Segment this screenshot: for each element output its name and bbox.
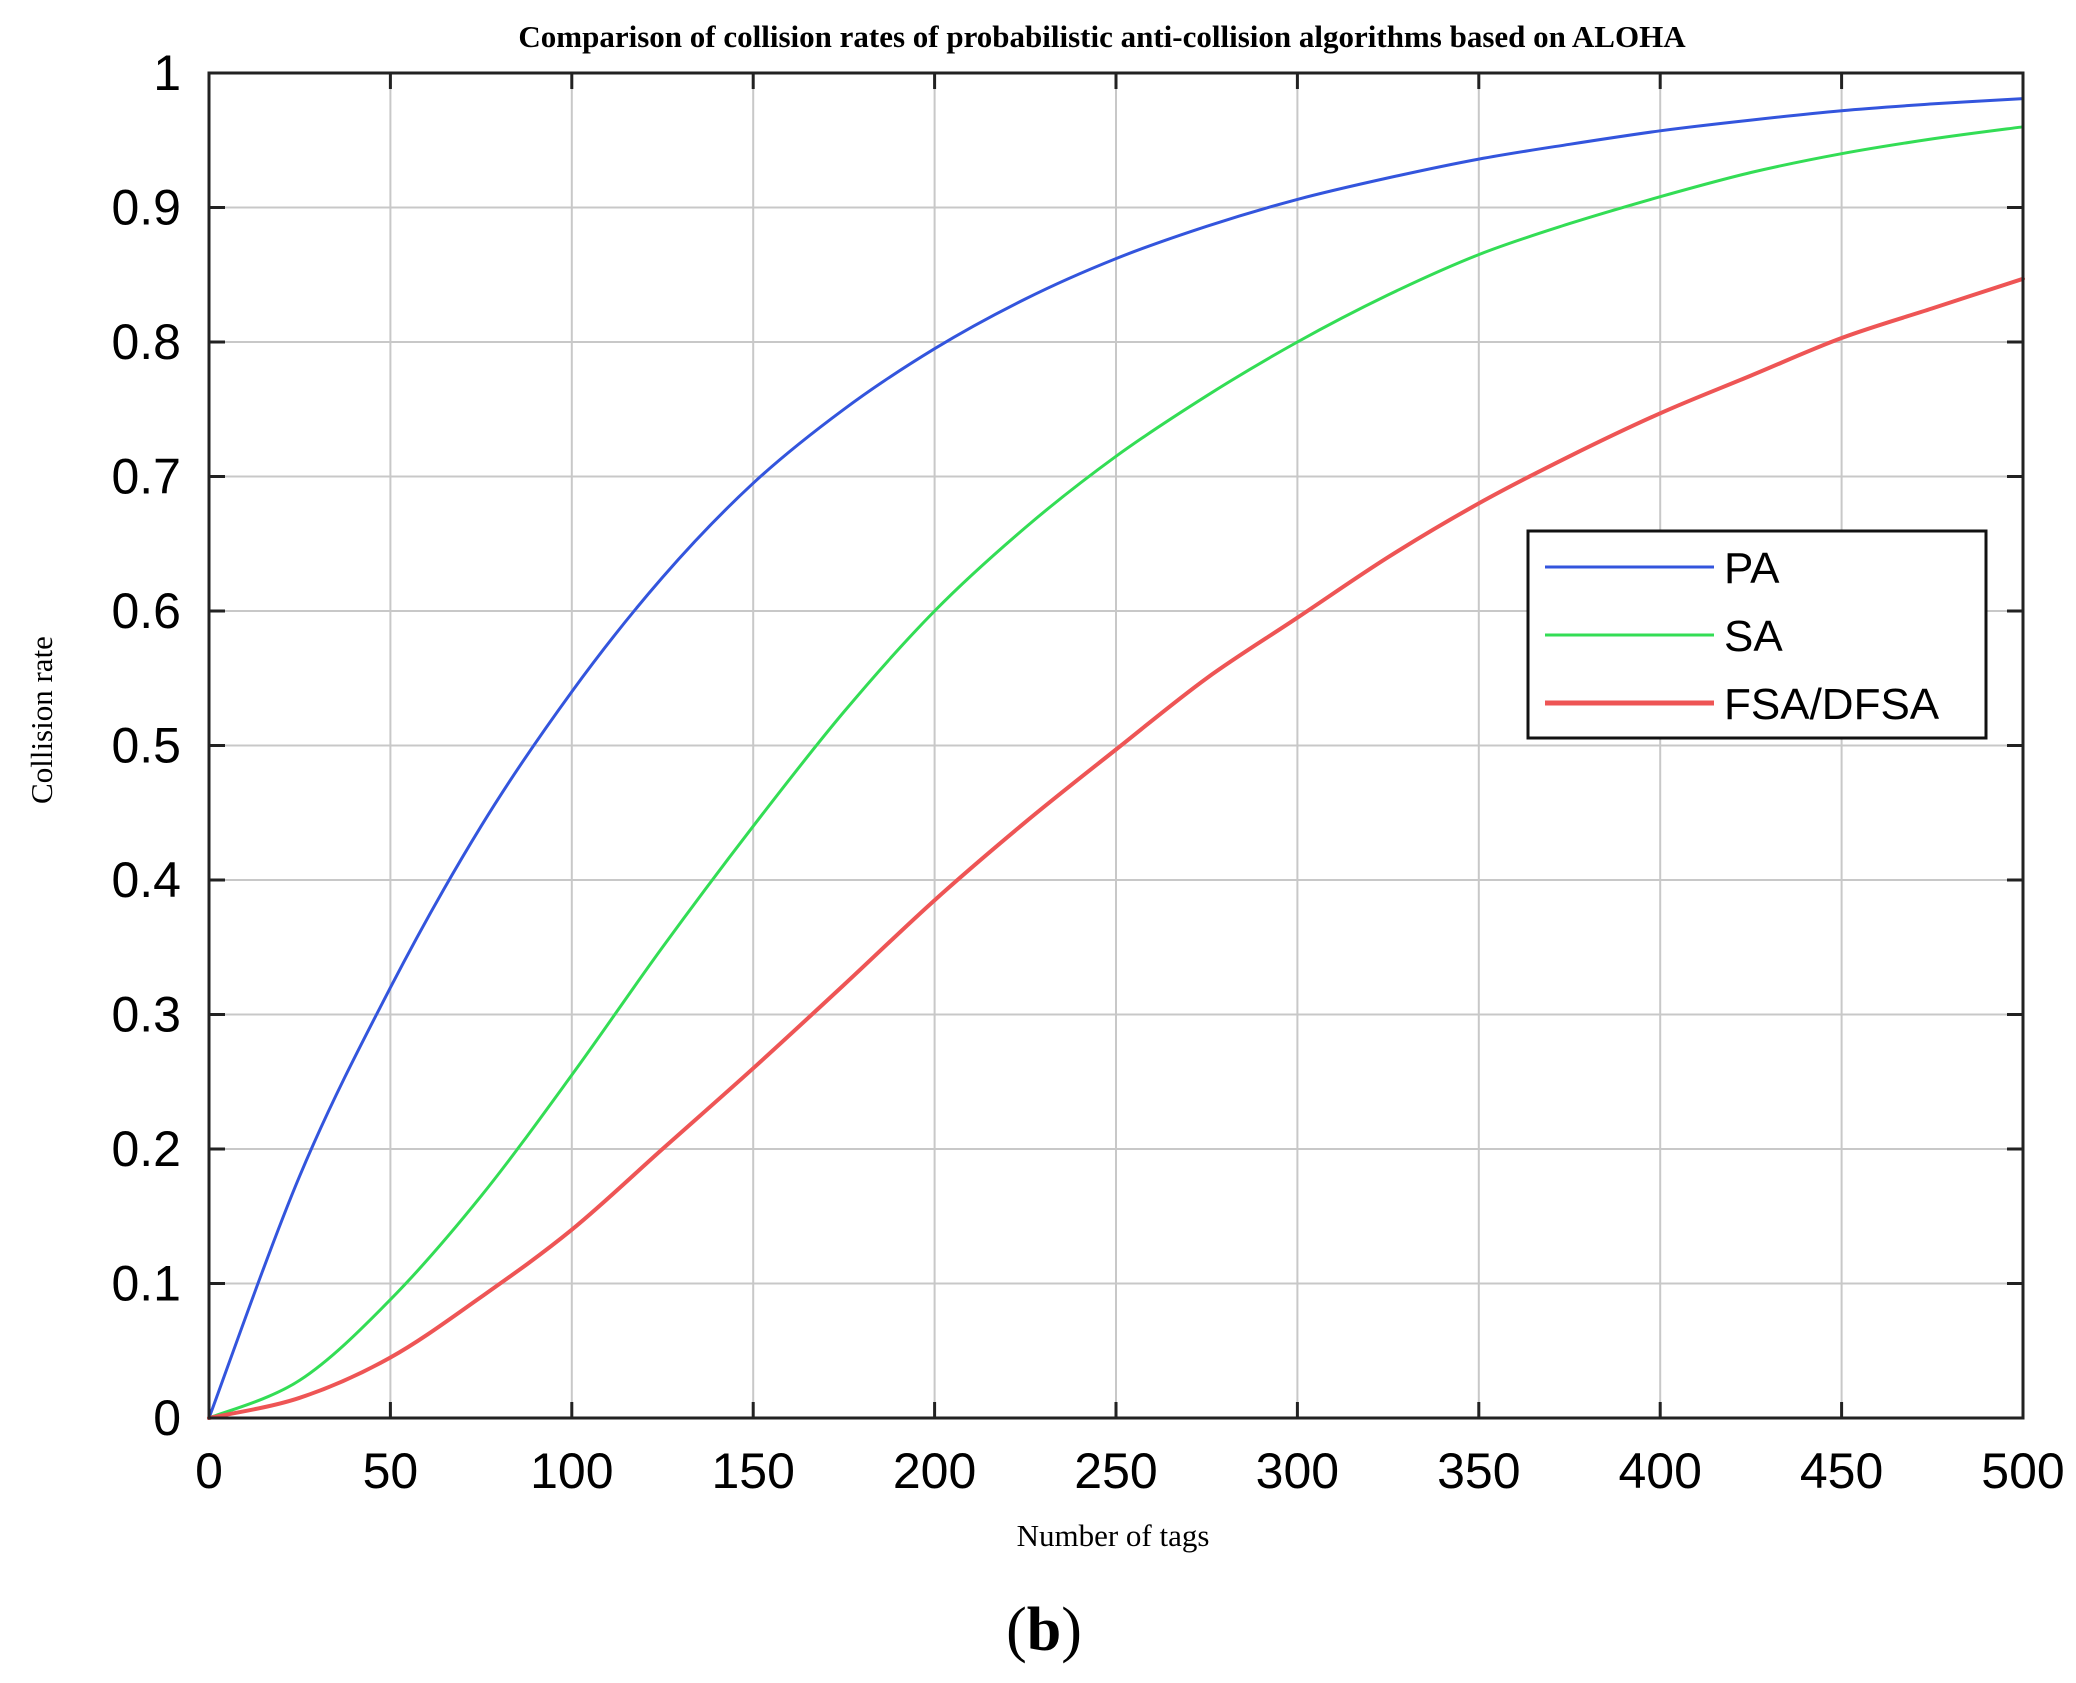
legend-label-pa: PA <box>1724 544 1780 593</box>
panel-label-letter: b <box>1027 1596 1061 1664</box>
x-tick-label: 350 <box>1437 1443 1520 1499</box>
legend: PA SA FSA/DFSA <box>1526 529 1988 740</box>
y-axis-label: Collision rate <box>24 636 59 804</box>
legend-label-fsa-dfsa: FSA/DFSA <box>1724 680 1940 729</box>
x-tick-label: 300 <box>1256 1443 1339 1499</box>
legend-label-sa: SA <box>1724 612 1783 661</box>
panel-label-close: ) <box>1061 1596 1082 1664</box>
chart-title: Comparison of collision rates of probabi… <box>518 19 1686 54</box>
y-tick-label: 0.4 <box>111 852 181 908</box>
series-line-pa <box>207 97 2025 1420</box>
x-tick-label: 150 <box>711 1443 794 1499</box>
y-tick-label: 0 <box>153 1390 181 1446</box>
x-tick-label: 250 <box>1074 1443 1157 1499</box>
x-tick-label: 450 <box>1800 1443 1883 1499</box>
y-tick-labels: 0 0.1 0.2 0.3 0.4 0.5 0.6 0.7 0.8 0.9 1 <box>111 45 181 1446</box>
x-tick-label: 50 <box>363 1443 419 1499</box>
plot-area <box>207 71 2025 1420</box>
y-tick-label: 0.2 <box>111 1121 181 1177</box>
y-tick-label: 1 <box>153 45 181 101</box>
series-line-fsa-dfsa <box>207 276 2025 1420</box>
legend-item-sa: SA <box>1545 612 1783 661</box>
x-tick-label: 400 <box>1618 1443 1701 1499</box>
y-tick-label: 0.1 <box>111 1256 181 1312</box>
series-lines <box>207 97 2025 1420</box>
x-tick-label: 100 <box>530 1443 613 1499</box>
series-line-sa <box>207 125 2025 1420</box>
y-tick-label: 0.5 <box>111 718 181 774</box>
tick-marks <box>207 71 2025 1420</box>
x-axis-label: Number of tags <box>1017 1518 1210 1553</box>
legend-items: PA SA FSA/DFSA <box>1545 544 1940 729</box>
panel-label: (b) <box>1006 1596 1082 1664</box>
y-tick-label: 0.7 <box>111 449 181 505</box>
x-tick-label: 200 <box>893 1443 976 1499</box>
gridlines <box>209 73 2023 1418</box>
panel-label-open: ( <box>1006 1596 1027 1664</box>
x-tick-labels: 0 50 100 150 200 250 300 350 400 450 500 <box>195 1443 2065 1499</box>
legend-item-fsa-dfsa: FSA/DFSA <box>1545 680 1940 729</box>
legend-item-pa: PA <box>1545 544 1780 593</box>
y-tick-label: 0.6 <box>111 583 181 639</box>
y-tick-label: 0.3 <box>111 987 181 1043</box>
x-tick-label: 0 <box>195 1443 223 1499</box>
x-tick-label: 500 <box>1981 1443 2064 1499</box>
y-tick-label: 0.8 <box>111 314 181 370</box>
y-tick-label: 0.9 <box>111 180 181 236</box>
